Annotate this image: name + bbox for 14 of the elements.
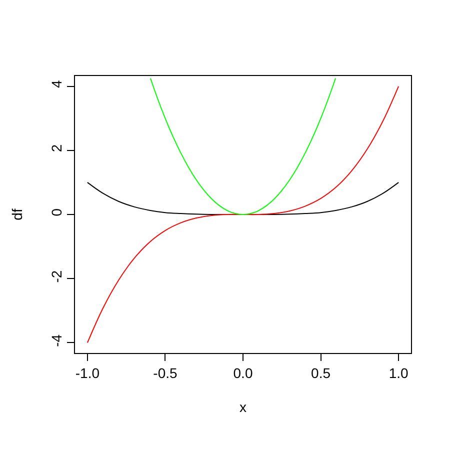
y-axis-title: df — [9, 208, 25, 220]
y-tick-label: 2 — [48, 144, 64, 152]
x-tick-label: 0.0 — [233, 364, 253, 381]
x-tick-label: -1.0 — [75, 364, 100, 381]
y-tick-label: -4 — [48, 334, 64, 347]
x-axis-title: x — [240, 399, 246, 416]
line-series — [86, 86, 400, 344]
y-tick-label: 0 — [48, 208, 64, 216]
line-series — [150, 78, 336, 215]
x-tick-label: 1.0 — [388, 364, 408, 381]
x-tick-label: -0.5 — [153, 364, 178, 381]
x-tick-label: 0.5 — [311, 364, 331, 381]
y-tick-label: 4 — [48, 80, 64, 88]
y-tick-label: -2 — [48, 270, 64, 283]
